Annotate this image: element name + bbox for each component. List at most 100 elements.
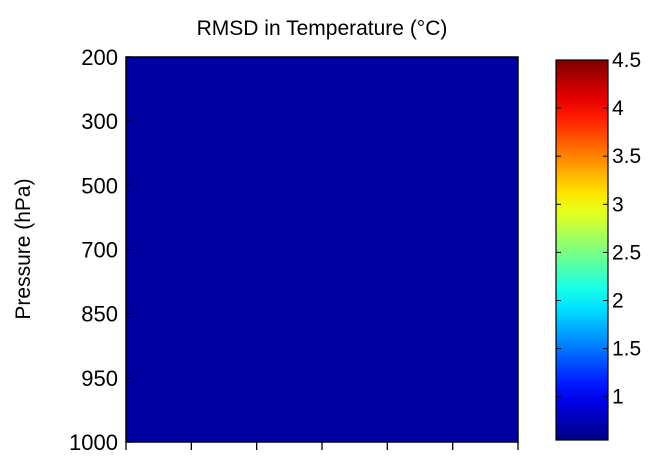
x-axis [125,442,519,450]
colorbar-tick-label: 2.5 [612,241,641,264]
contour-band-cell [126,357,518,363]
contour-band-cell [126,429,518,435]
contour-band-cell [126,289,518,295]
contour-band-cell [126,161,518,166]
contour-band-cell [126,65,518,70]
contour-band-cell [126,409,518,415]
contour-band-cell [126,197,518,202]
colorbar-tick-label: 1.5 [612,338,641,361]
contour-band-cell [126,389,518,395]
contour-band-cell [126,105,518,110]
contour-band-cell [126,273,518,279]
contour-band-cell [126,153,518,158]
contour-band-cell [126,321,518,327]
contour-band-cell [126,285,518,291]
contour-band-cell [126,337,518,343]
contour-band-cell [126,117,518,122]
contour-band-cell [126,73,518,78]
contour-band-cell [126,257,518,263]
contour-band-cell [126,141,518,146]
contour-band-cell [126,329,518,335]
colorbar-tick-label: 2 [612,290,624,313]
contour-field [126,57,518,442]
contour-band-cell [126,325,518,331]
colorbar-tick-label: 3.5 [612,145,641,168]
chart-title: RMSD in Temperature (°C) [197,17,448,40]
y-tick-label: 850 [81,302,118,327]
contour-band-cell [126,57,518,62]
contour-band-cell [126,213,518,219]
contour-band-cell [126,61,518,66]
contour-band-cell [126,369,518,375]
contour-band-cell [126,317,518,323]
contour-band-cell [126,309,518,315]
contour-band-cell [126,205,518,210]
contour-band-cell [126,269,518,275]
contour-band-cell [126,341,518,347]
contour-band-cell [126,201,518,206]
colorbar-tick-label: 1 [612,386,624,409]
contour-band-cell [126,137,518,142]
contour-band-cell [126,85,518,90]
contour-band-cell [126,185,518,190]
contour-band-cell [126,405,518,411]
y-tick-label: 950 [81,366,118,391]
contour-band-cell [126,381,518,387]
contour-band-cell [126,301,518,307]
contour-band-cell [126,245,518,251]
y-tick-label: 300 [81,109,118,134]
y-axis-label: Pressure (hPa) [12,178,35,319]
y-tick-label: 500 [81,173,118,198]
contour-band-cell [126,397,518,403]
contour-band-cell [126,293,518,299]
contour-band-cell [126,237,518,243]
contour-band-cell [126,261,518,267]
contour-band-cell [126,209,518,215]
contour-band-cell [126,101,518,106]
contour-band-cell [126,165,518,170]
contour-band-cell [126,133,518,138]
contour-band-cell [126,125,518,130]
contour-band-cell [126,313,518,319]
contour-band-cell [126,437,518,442]
contour-band-cell [126,173,518,178]
contour-band-cell [126,345,518,351]
contour-band-cell [126,193,518,198]
y-axis: 200 300 500 700 850 950 1000 [69,45,132,455]
contour-band-cell [126,181,518,186]
contour-band-cell [126,221,518,227]
contour-band-cell [126,277,518,283]
contour-band-cell [126,413,518,419]
contour-band-cell [126,241,518,247]
y-tick-label: 200 [81,45,118,70]
contour-band-cell [126,129,518,134]
colorbar-tick-label: 4 [612,97,624,120]
colorbar-tick-label: 4.5 [612,49,641,72]
contour-band-cell [126,97,518,102]
y-tick-label: 1000 [69,430,118,455]
contour-band-cell [126,253,518,259]
contour-band-cell [126,265,518,271]
contour-band-cell [126,281,518,287]
contour-band-cell [126,425,518,431]
contour-band-cell [126,109,518,114]
contour-band-cell [126,169,518,174]
contour-band-cell [126,249,518,255]
colorbar: 1 1.5 2 2.5 3 3.5 4 4.5 [555,49,641,441]
contour-band-cell [126,401,518,407]
contour-band-cell [126,145,518,150]
contour-band-cell [126,393,518,399]
colorbar-gradient [555,59,609,441]
contour-band-cell [126,361,518,367]
contour-band-cell [126,69,518,74]
contour-band-cell [126,113,518,118]
contour-band-cell [126,149,518,154]
contour-band-cell [126,121,518,126]
contour-band-cell [126,297,518,303]
contour-band-cell [126,365,518,371]
colorbar-ticks: 1 1.5 2 2.5 3 3.5 4 4.5 [556,49,641,409]
colorbar-tick-label: 3 [612,193,624,216]
contour-band-cell [126,89,518,94]
contour-band-cell [126,177,518,182]
